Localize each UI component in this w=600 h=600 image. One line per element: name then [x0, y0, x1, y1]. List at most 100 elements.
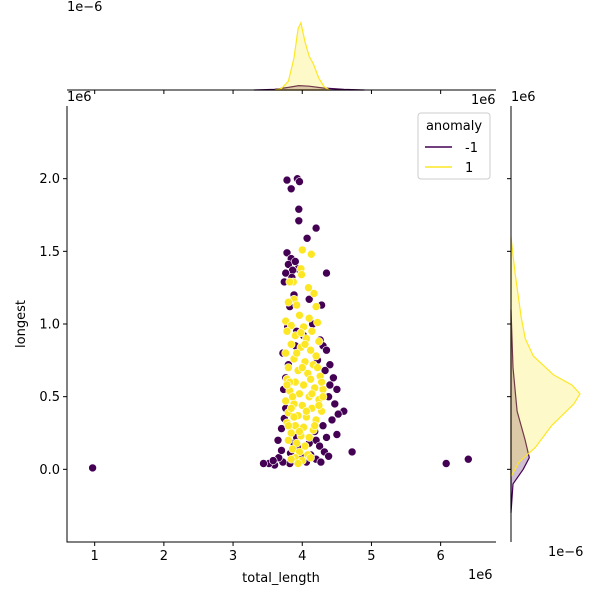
scatter-point-pos1 [284, 363, 293, 372]
scatter-point-pos1 [296, 328, 306, 338]
scatter-point-neg1 [325, 360, 335, 370]
scatter-point-pos1 [284, 421, 293, 431]
scatter-point-pos1 [297, 401, 307, 410]
x-tick-label: 3 [229, 549, 237, 564]
x-tick-label: 2 [160, 549, 168, 564]
y-tick-label: 0.0 [39, 463, 60, 478]
x-axis-scale-label: 1e6 [471, 93, 496, 108]
scatter-point-pos1 [286, 321, 296, 330]
scatter-point-pos1 [286, 454, 296, 464]
scatter-point-neg1 [347, 447, 357, 457]
scatter-point-pos1 [300, 339, 310, 349]
scatter-point-neg1 [324, 451, 333, 461]
scatter-point-pos1 [281, 348, 291, 358]
scatter-point-neg1 [277, 446, 286, 455]
scatter-point-neg1 [316, 457, 326, 467]
scatter-point-pos1 [297, 363, 307, 372]
scatter-point-pos1 [288, 392, 297, 402]
scatter-point-pos1 [281, 396, 291, 406]
scatter-point-pos1 [292, 300, 302, 310]
scatter-point-neg1 [441, 459, 451, 468]
scatter-point-pos1 [307, 389, 317, 399]
scatter-point-neg1 [311, 223, 321, 233]
scatter-point-neg1 [333, 409, 343, 419]
scatter-point-neg1 [463, 454, 473, 464]
x-axis-label: total_length [242, 571, 320, 586]
scatter-point-pos1 [297, 270, 306, 279]
scatter-point-pos1 [284, 297, 293, 307]
x-tick-label: 6 [437, 549, 445, 564]
scatter-point-pos1 [285, 277, 295, 287]
scatter-point-neg1 [325, 380, 335, 390]
scatter-point-neg1 [320, 366, 330, 375]
scatter-point-pos1 [318, 385, 328, 394]
right-kde-curve-pos1 [510, 236, 581, 479]
scatter-point-neg1 [304, 294, 314, 304]
scatter-point-pos1 [314, 337, 324, 346]
scatter-point-neg1 [329, 373, 338, 383]
top-marginal-panel: 1e−6 [67, 0, 496, 94]
x-tick-label: 1 [91, 549, 99, 564]
scatter-point-pos1 [306, 249, 316, 259]
scatter-point-pos1 [318, 392, 328, 402]
top-marginal-kde [253, 20, 365, 91]
scatter-point-neg1 [259, 459, 268, 468]
scatter-point-pos1 [306, 345, 315, 355]
scatter-point-neg1 [315, 441, 324, 451]
scatter-point-neg1 [273, 435, 283, 445]
scatter-point-neg1 [332, 385, 342, 394]
scatter-point-pos1 [295, 310, 304, 320]
scatter-point-neg1 [295, 177, 304, 186]
scatter-point-pos1 [302, 406, 311, 416]
scatter-point-neg1 [282, 248, 292, 258]
scatter-point-pos1 [311, 302, 321, 311]
scatter-points [88, 174, 473, 473]
y-axis-scale-label: 1e6 [67, 90, 92, 105]
scatter-point-neg1 [330, 399, 340, 409]
scatter-point-pos1 [306, 374, 315, 384]
scatter-point-pos1 [292, 348, 302, 358]
scatter-point-neg1 [88, 463, 97, 473]
right-marginal-top-scale-label: 1e6 [511, 90, 536, 105]
legend-label-neg1: -1 [465, 141, 478, 156]
scatter-point-pos1 [286, 403, 296, 413]
scatter-point-neg1 [322, 268, 331, 278]
y-tick-label: 2.0 [39, 172, 60, 187]
scatter-point-pos1 [289, 412, 299, 422]
scatter-point-neg1 [327, 415, 337, 425]
scatter-point-pos1 [286, 428, 296, 438]
main-plot: 1 2 3 4 5 6 0.0 0.5 1.0 1.5 2.0 total_length long… [14, 90, 496, 586]
scatter-point-neg1 [282, 175, 292, 185]
scatter-point-pos1 [282, 380, 292, 390]
scatter-point-neg1 [318, 421, 328, 431]
scatter-point-pos1 [313, 363, 322, 372]
scatter-point-neg1 [286, 184, 296, 194]
scatter-point-neg1 [281, 268, 291, 278]
scatter-point-pos1 [292, 438, 302, 448]
y-tick-label: 0.5 [39, 390, 60, 405]
x-tick-label: 4 [298, 549, 306, 564]
scatter-point-pos1 [317, 377, 326, 387]
legend-title: anomaly [426, 119, 482, 134]
scatter-point-pos1 [295, 447, 304, 457]
legend-box [417, 112, 491, 180]
top-marginal-ticks [94, 90, 442, 94]
scatter-point-pos1 [299, 380, 308, 390]
y-tick-label: 1.5 [39, 245, 60, 260]
right-marginal-ticks [507, 178, 511, 470]
scatter-point-neg1 [290, 257, 300, 266]
legend-label-pos1: 1 [465, 161, 473, 176]
scatter-point-neg1 [294, 216, 304, 226]
scatter-point-pos1 [313, 318, 322, 327]
x-axis-scale-label-bottom: 1e6 [468, 568, 493, 583]
right-marginal-kde [510, 236, 581, 513]
scatter-point-pos1 [286, 339, 296, 349]
x-tick-label: 5 [367, 549, 375, 564]
right-kde-curve-neg1 [510, 309, 530, 513]
legend: anomaly -1 1 [417, 112, 491, 180]
right-marginal-panel: 1e6 1e−6 [507, 90, 583, 560]
scatter-point-pos1 [304, 313, 314, 323]
top-marginal-scale-label: 1e−6 [67, 0, 102, 15]
scatter-point-neg1 [332, 430, 342, 439]
